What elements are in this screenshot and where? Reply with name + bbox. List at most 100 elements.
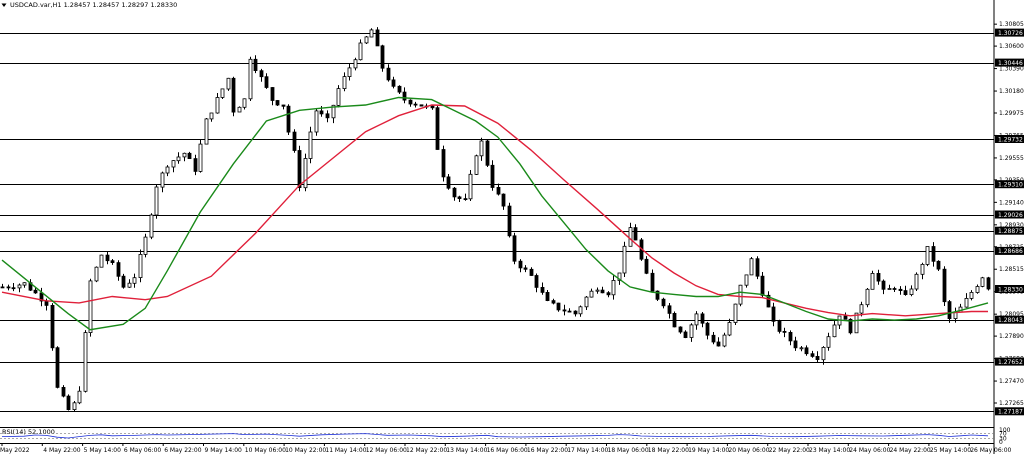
price-tick-label: 1.29975 [999,110,1024,117]
candle-body [149,214,154,238]
candle-body [435,107,440,150]
candle-body [534,275,539,288]
candle-body [308,131,313,159]
candle-body [303,158,308,189]
candle-body [116,262,121,277]
candle-body [914,273,919,290]
candle-body [942,268,947,303]
price-box [995,357,1024,366]
candle-body [501,193,506,207]
candle-body [275,100,280,106]
time-tick-label: 25 May 14:00 [930,447,971,454]
price-tick-label: 1.29140 [999,199,1024,206]
candle-body [55,347,60,388]
price-tick-label: 1.28095 [999,311,1024,318]
candle-body [105,254,110,262]
rsi-line [1,433,989,439]
candle-body [556,302,561,311]
candle-body [700,313,705,324]
candle-body [870,272,875,290]
chart-title: USDCAD.var,H1 1.28457 1.28457 1.28297 1.… [10,1,177,9]
candle-body [33,289,38,294]
candle-body [760,275,765,296]
candle-body [154,186,159,216]
time-tick-label: 6 May 22:00 [164,447,202,454]
candle-body [215,97,220,114]
candle-body [165,166,170,174]
candle-body [584,296,589,308]
candle-body [766,294,771,308]
candle-body [727,322,732,336]
candle-body [325,113,330,119]
candle-body [777,320,782,332]
time-tick-label: 24 May 22:00 [890,447,931,454]
candle-body [77,390,82,404]
candle-body [633,227,638,241]
candle-body [733,303,738,323]
candle-body [892,288,897,290]
candle-body [160,172,165,188]
candle-body [182,152,187,158]
rsi-scale-label: 30 [999,435,1007,442]
candle-body [44,300,49,306]
candle-body [661,298,666,307]
candle-body [782,330,787,333]
candle-body [226,77,231,90]
candle-body [887,288,892,290]
candle-body [523,267,528,270]
time-tick-label: May 2022 [0,447,30,454]
price-box-label: 1.29310 [998,182,1023,189]
candle-body [755,258,760,277]
time-tick-label: 9 May 14:00 [205,447,243,454]
triangle-down-icon[interactable] [1,3,7,8]
time-tick-label: 18 May 22:00 [648,447,689,454]
price-box [995,285,1024,293]
price-box [995,28,1024,37]
candle-body [628,227,633,247]
candle-body [270,87,275,101]
candle-body [17,284,22,289]
candle-body [468,173,473,200]
candle-body [253,58,258,71]
candle-body [810,353,815,357]
candle-body [99,254,104,268]
candle-body [722,334,727,347]
price-box [995,180,1024,189]
moving-average-lines [1,96,989,331]
candle-body [358,42,363,61]
candle-body [430,105,435,109]
candle-body [61,386,66,397]
candle-body [600,289,605,294]
time-tick-label: 23 May 14:00 [809,447,850,454]
price-box [995,210,1024,219]
candle-body [397,85,402,93]
candle-body [909,288,914,295]
price-box-label: 1.27652 [998,359,1023,366]
price-box-label: 1.29732 [998,136,1023,143]
candle-body [198,143,203,172]
candle-body [336,88,341,106]
rsi-scale-label: 100 [999,427,1011,434]
candle-body [88,280,93,333]
candle-body [529,268,534,276]
candle-body [562,309,567,312]
candle-body [187,152,192,160]
candle-body [986,277,991,290]
time-tick-label: 10 May 22:00 [285,447,326,454]
candle-body [50,304,55,349]
candle-body [920,263,925,275]
candle-body [832,324,837,338]
price-box [995,407,1024,416]
candle-body [83,332,88,392]
candle-body [551,300,556,304]
candle-body [94,266,99,282]
candle-body [964,297,969,308]
candle-body [0,286,5,289]
price-tick-label: 1.30390 [999,66,1024,73]
candle-body [947,301,952,320]
candle-body [573,310,578,315]
candle-body [72,402,77,410]
candle-body [545,291,550,301]
